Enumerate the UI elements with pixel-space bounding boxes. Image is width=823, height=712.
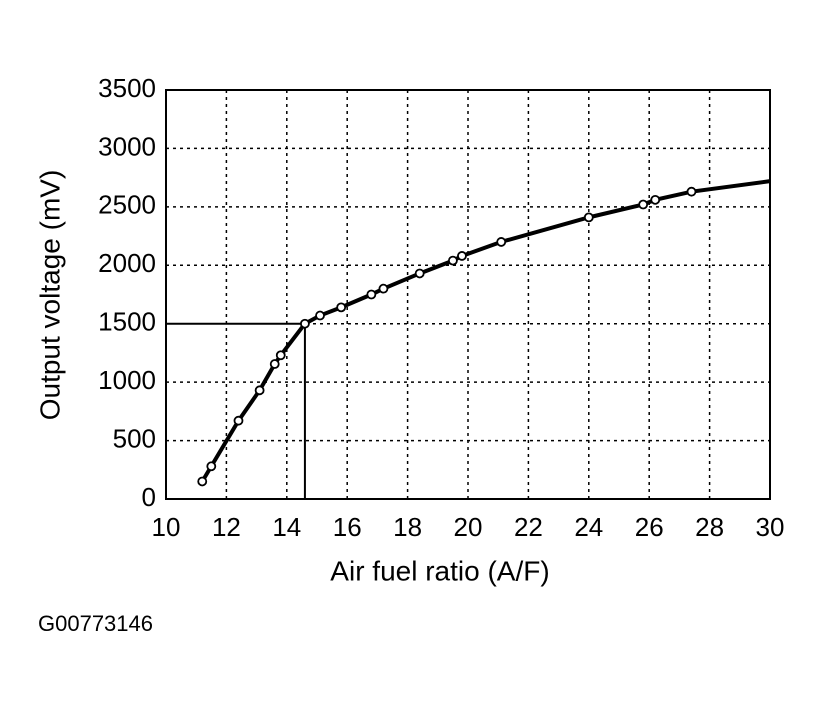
data-point xyxy=(583,212,594,223)
data-point xyxy=(638,199,649,210)
y-tick-label: 2500 xyxy=(98,190,156,220)
x-tick-label: 22 xyxy=(514,512,543,542)
data-point xyxy=(269,359,280,369)
data-point xyxy=(336,302,347,313)
y-tick-label: 3000 xyxy=(98,131,156,161)
data-point xyxy=(206,461,217,472)
x-tick-label: 26 xyxy=(635,512,664,542)
data-point xyxy=(275,350,286,361)
data-point xyxy=(650,194,661,205)
data-point xyxy=(686,186,697,197)
data-point xyxy=(414,268,425,279)
footnote: G00773146 xyxy=(38,611,153,636)
x-tick-label: 20 xyxy=(454,512,483,542)
y-tick-label: 0 xyxy=(142,482,156,512)
y-tick-label: 3500 xyxy=(98,73,156,103)
y-tick-label: 2000 xyxy=(98,248,156,278)
data-point xyxy=(233,415,244,426)
x-tick-label: 10 xyxy=(152,512,181,542)
line xyxy=(200,179,771,483)
y-axis-label: Output voltage (mV) xyxy=(34,170,65,421)
x-tick-label: 28 xyxy=(695,512,724,542)
plot-frame xyxy=(165,89,771,500)
data-point xyxy=(300,318,310,329)
data-point xyxy=(197,476,208,487)
data-point xyxy=(366,289,377,300)
x-axis-label: Air fuel ratio (A/F) xyxy=(330,555,549,586)
y-tick-label: 1500 xyxy=(98,307,156,337)
data-point xyxy=(457,251,467,261)
x-tick-label: 16 xyxy=(333,512,362,542)
x-tick-label: 30 xyxy=(756,512,785,542)
y-tick-label: 500 xyxy=(113,423,156,453)
data-point xyxy=(378,283,389,294)
data-point xyxy=(447,255,458,266)
y-tick-label: 1000 xyxy=(98,365,156,395)
data-point xyxy=(254,385,265,396)
x-tick-label: 24 xyxy=(574,512,603,542)
data-point xyxy=(496,237,507,247)
x-tick-label: 18 xyxy=(393,512,422,542)
x-tick-label: 12 xyxy=(212,512,241,542)
x-tick-label: 14 xyxy=(272,512,301,542)
data-point xyxy=(315,310,325,321)
